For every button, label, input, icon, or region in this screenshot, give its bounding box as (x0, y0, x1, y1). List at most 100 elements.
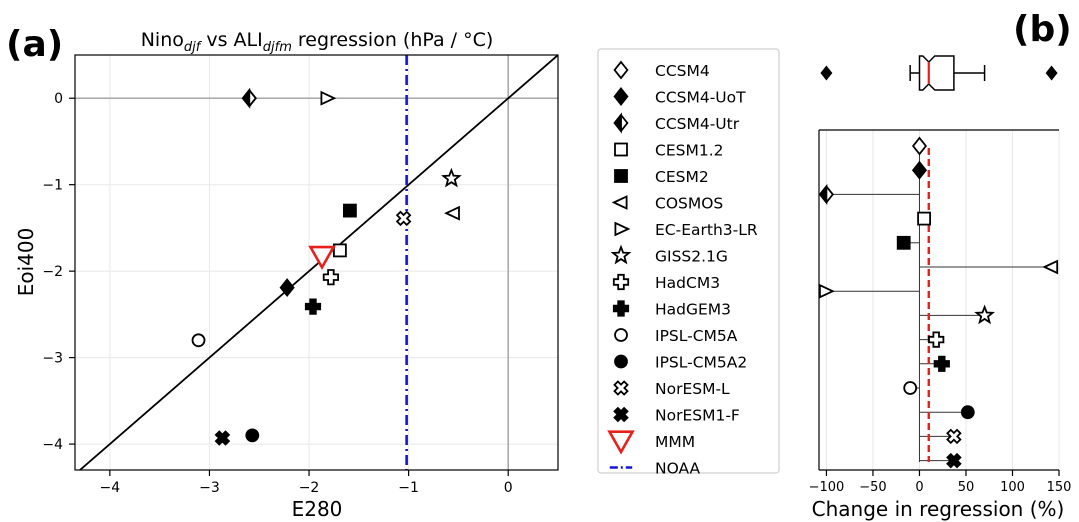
legend-label: GISS2.1G (655, 248, 728, 266)
y-tick-label-a: −2 (42, 264, 63, 280)
legend-label: CESM1.2 (655, 142, 723, 160)
box (918, 55, 955, 91)
x-tick-label-a: −3 (199, 480, 220, 496)
panel-a-label: (a) (6, 24, 63, 65)
legend-label: NorESM-L (655, 380, 730, 398)
boxplot-b (820, 55, 1058, 91)
legend-marker-cesm1-2 (614, 142, 628, 157)
point-b-ipsl-cm5a2 (960, 405, 975, 420)
point-ipsl-cm5a2 (245, 428, 260, 443)
x-tick-label-b: 50 (958, 480, 975, 495)
stems-b (825, 142, 1052, 462)
point-ccsm4-uot (279, 278, 295, 298)
x-tick-label-a: −1 (398, 480, 419, 496)
point-ipsl-cm5a (191, 333, 206, 348)
reference-lines-a (75, 55, 558, 470)
point-b-noresm-l (946, 428, 962, 445)
legend-marker-ec-earth3-lr (614, 221, 631, 237)
point-b-cesm2 (896, 235, 911, 250)
grid-b (825, 130, 1060, 470)
points-b (818, 136, 1059, 469)
plot-b: −100 −50 0 50 100 150 (809, 129, 1072, 495)
legend-label: CCSM4 (655, 62, 710, 80)
x-tick-label-a: −4 (100, 480, 121, 496)
point-noresm-l (395, 210, 412, 227)
y-tick-label-a: −3 (42, 351, 63, 367)
legend-item-cesm2: CESM2 (614, 168, 709, 186)
legend-item-ipsl-cm5a: IPSL-CM5A (614, 327, 738, 345)
point-mmm (308, 245, 336, 271)
x-tick-label-b: 100 (1000, 480, 1025, 495)
points-a (191, 87, 462, 446)
legend-marker-cesm2 (614, 169, 628, 183)
legend-marker-ccsm4-uot (613, 87, 629, 106)
x-tick-label-a: −2 (299, 480, 320, 496)
point-cosmos (444, 205, 460, 221)
point-b-hadcm3 (928, 331, 945, 348)
legend-marker-noresm-l (613, 380, 629, 396)
point-ec-earth3-lr (320, 90, 337, 106)
legend-label: CCSM4-UoT (655, 89, 746, 107)
legend-marker-giss2-1g (610, 244, 632, 265)
point-b-ipsl-cm5a (903, 381, 918, 395)
ticks-a: −4 −3 −2 −1 0 0 −1 −2 −3 −4 (42, 91, 512, 496)
legend-marker-ipsl-cm5a2 (614, 354, 628, 369)
point-noresm1-f (214, 430, 231, 446)
legend-marker-ccsm4-utr (613, 112, 629, 134)
legend-label: COSMOS (655, 195, 723, 213)
legend-item-noresm-l: NorESM-L (613, 380, 730, 398)
legend-label: HadGEM3 (655, 301, 731, 319)
legend-label: NorESM1-F (655, 407, 740, 425)
point-b-hadgem3 (933, 355, 950, 372)
y-tick-label-a: 0 (54, 91, 63, 107)
legend-label: EC-Earth3-LR (655, 221, 758, 239)
point-b-ccsm4-utr (818, 183, 834, 205)
legend-label: MMM (655, 433, 695, 451)
legend-marker-noresm1-f (613, 406, 629, 423)
legend-label: CESM2 (655, 168, 709, 186)
outlier (820, 65, 833, 81)
legend-item-noaa: NOAA (609, 460, 701, 478)
panel-a-title: Ninodjf vs ALIdjfm regression (hPa / °C) (141, 29, 494, 55)
panel-b-label: (b) (1013, 9, 1072, 50)
one-to-one-line (78, 55, 558, 470)
legend-item-cosmos: COSMOS (611, 195, 723, 213)
plot-frame-a (74, 54, 559, 471)
legend-label: IPSL-CM5A (655, 327, 738, 345)
point-giss2-1g (441, 167, 462, 188)
legend-label: IPSL-CM5A2 (655, 354, 747, 372)
legend-box (597, 48, 780, 474)
point-b-cesm1-2 (917, 211, 931, 226)
legend-marker-ipsl-cm5a (614, 328, 628, 342)
point-ccsm4-utr (241, 87, 257, 109)
point-b-noresm1-f (946, 452, 962, 469)
x-tick-label-a: 0 (504, 480, 513, 496)
legend-marker-ccsm4 (613, 60, 629, 80)
point-cesm1-2 (332, 243, 347, 258)
point-hadgem3 (304, 298, 322, 315)
y-tick-label-a: −1 (42, 178, 63, 194)
point-b-giss2-1g (974, 304, 995, 325)
legend-item-ccsm4-utr: CCSM4-Utr (613, 112, 740, 134)
legend-marker-hadcm3 (612, 273, 630, 291)
legend-label: HadCM3 (655, 274, 720, 292)
legend-label: CCSM4-Utr (655, 115, 740, 133)
legend-item-cesm1-2: CESM1.2 (614, 142, 723, 160)
legend-item-giss2-1g: GISS2.1G (610, 244, 728, 266)
scatter-plot-a: −4 −3 −2 −1 0 0 −1 −2 −3 −4 (42, 54, 559, 496)
point-hadcm3 (322, 269, 339, 286)
point-b-cosmos (1042, 259, 1059, 275)
legend-marker-cosmos (611, 195, 628, 210)
y-tick-label-a: −4 (42, 437, 63, 453)
legend-item-ec-earth3-lr: EC-Earth3-LR (614, 221, 758, 239)
x-tick-label-b: 0 (915, 480, 923, 495)
legend: CCSM4 CCSM4-UoT CCSM4-Utr CESM1.2 CESM2 COSMO… (607, 60, 758, 478)
legend-item-ccsm4: CCSM4 (613, 60, 710, 80)
x-tick-label-b: −100 (809, 480, 845, 495)
point-b-ec-earth3-lr (819, 283, 835, 299)
legend-item-mmm: MMM (607, 430, 695, 455)
legend-label: NOAA (655, 460, 701, 478)
x-tick-label-b: 150 (1047, 480, 1072, 495)
point-cesm2 (342, 203, 357, 218)
